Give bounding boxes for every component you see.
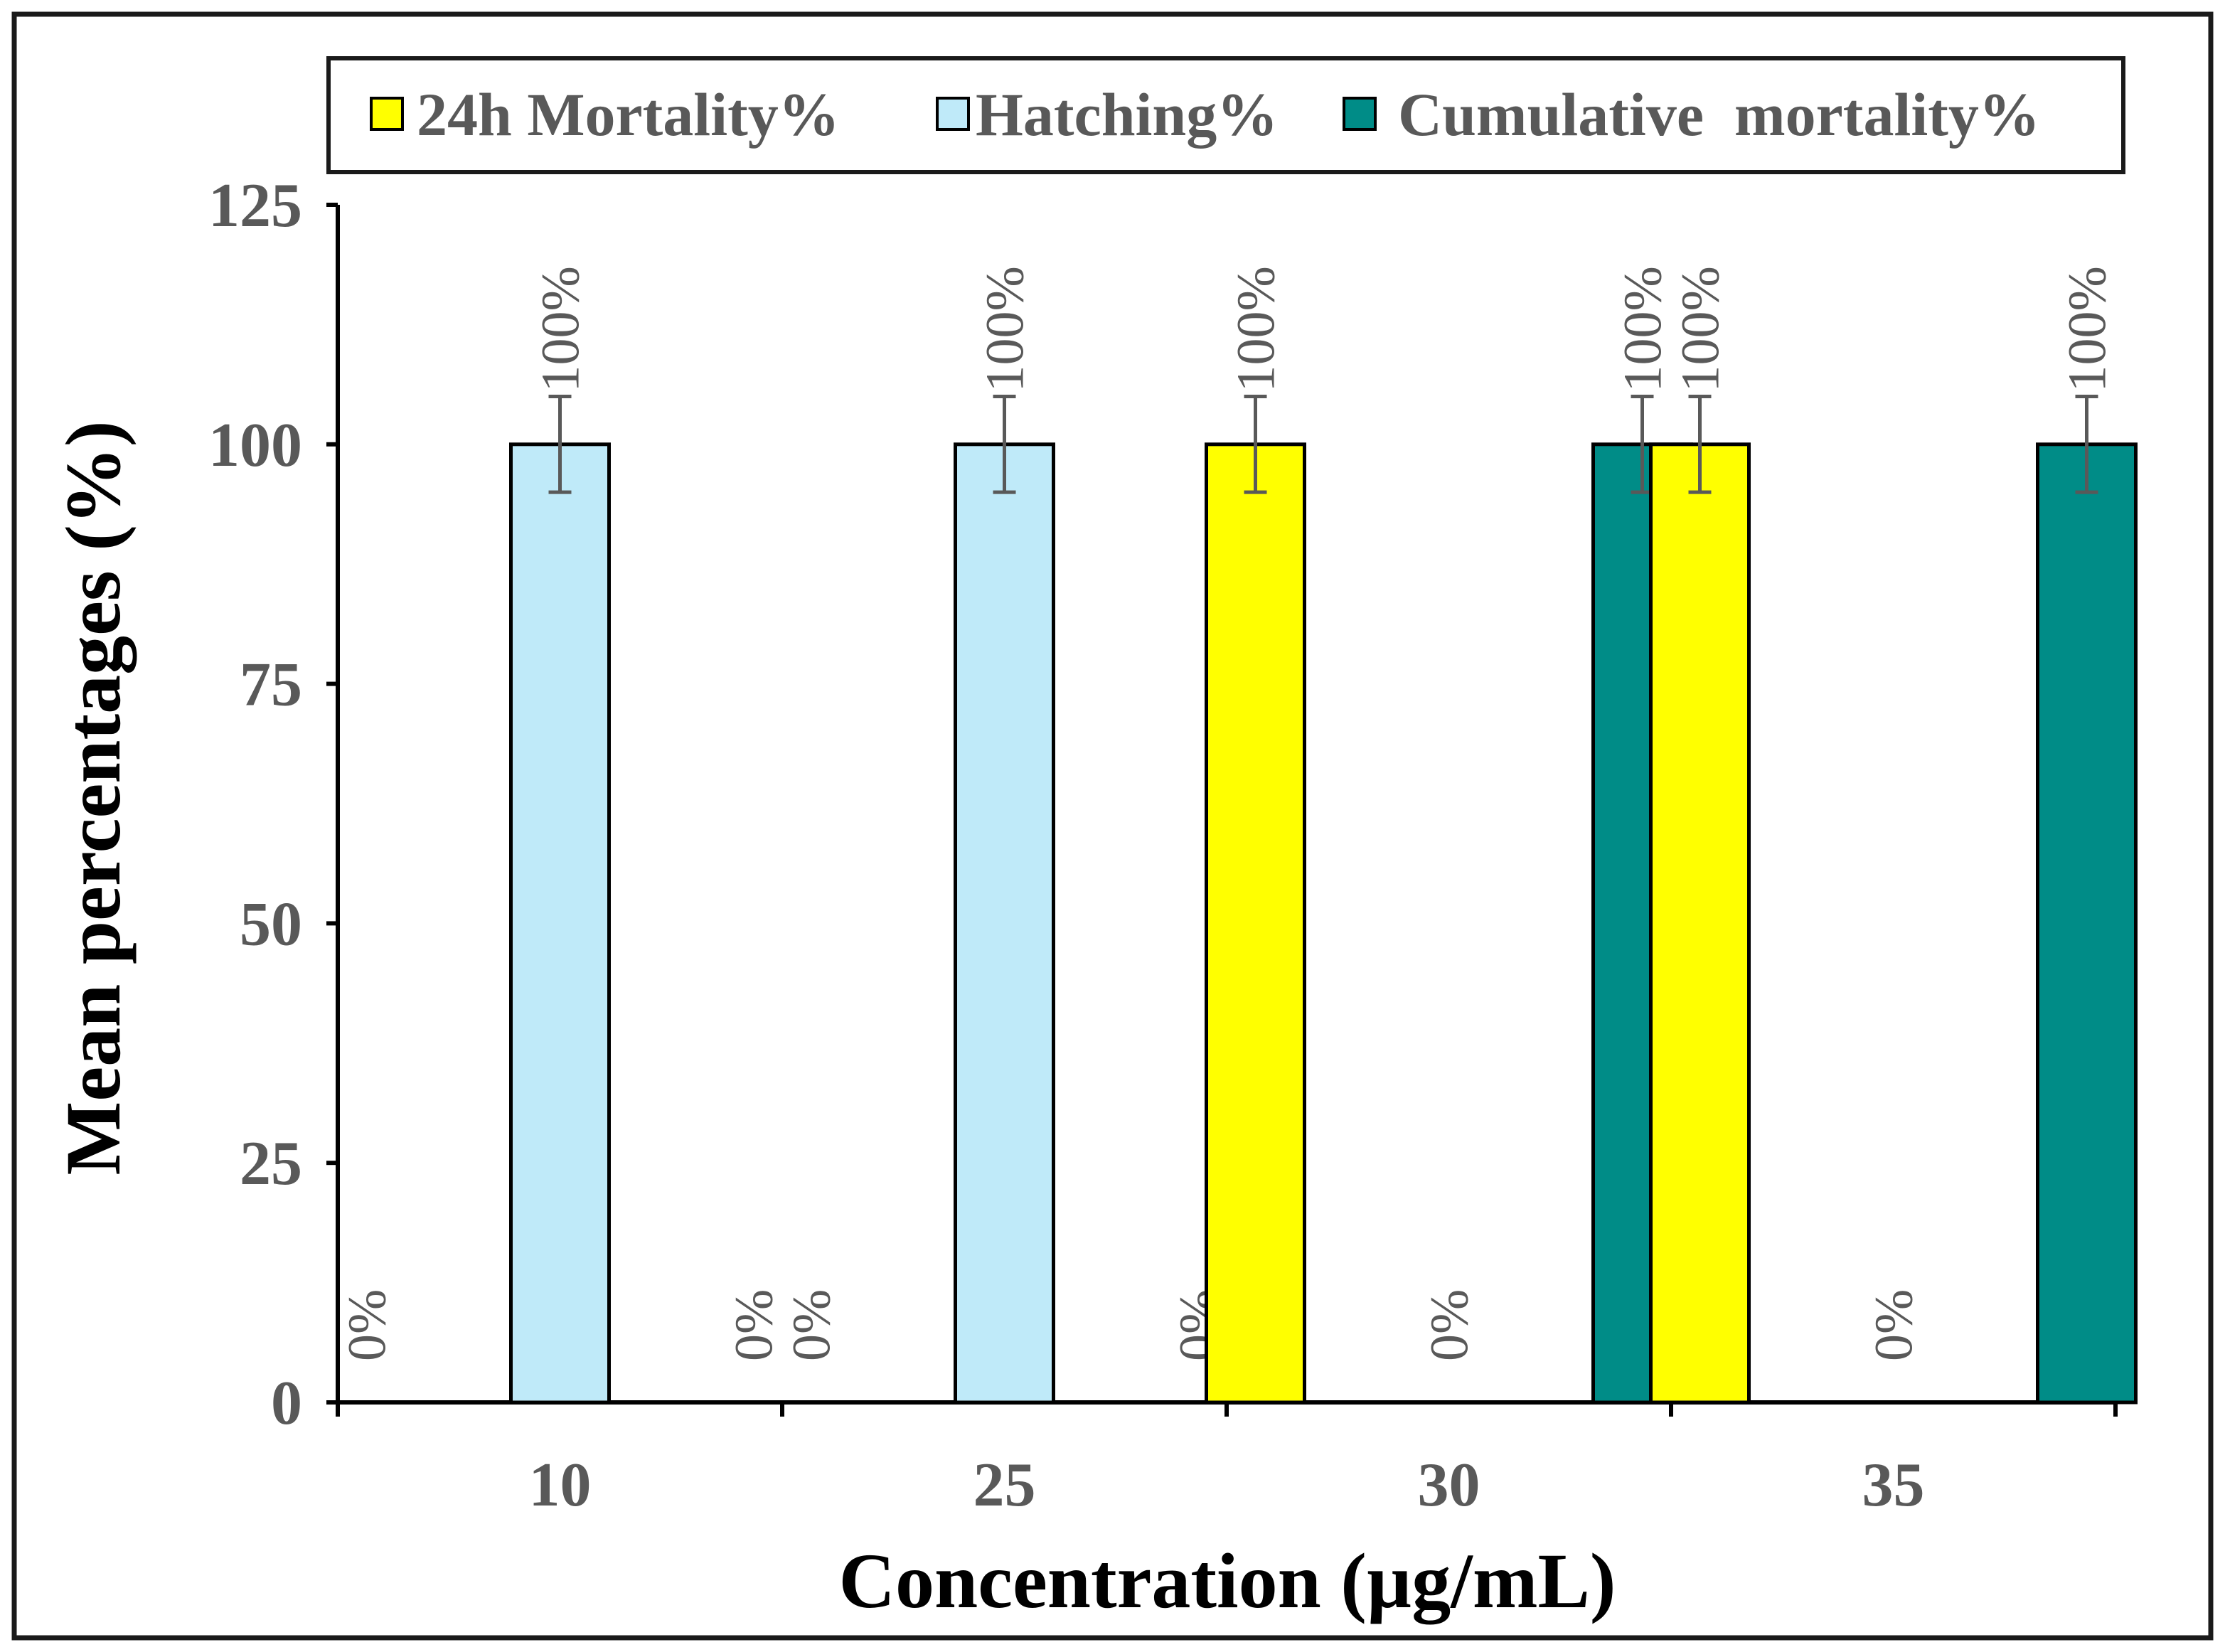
bar xyxy=(954,442,1055,1405)
legend-item-2: Cumulative mortality% xyxy=(1343,80,2040,149)
y-tick-label: 25 xyxy=(240,1129,302,1198)
data-label: 100% xyxy=(976,266,1035,392)
data-label: 100% xyxy=(1227,266,1286,392)
x-tick-label: 10 xyxy=(529,1451,592,1520)
x-axis-title: Concentration (µg/mL) xyxy=(839,1538,1616,1624)
bar xyxy=(2036,442,2138,1405)
y-tick-label: 50 xyxy=(240,890,302,959)
legend-box xyxy=(326,56,2125,174)
legend-label-24h-mortality: 24h Mortality% xyxy=(417,80,840,149)
data-label: 100% xyxy=(531,266,591,392)
data-label: 0% xyxy=(782,1289,842,1361)
y-tick-label: 0 xyxy=(271,1369,302,1438)
data-label: 100% xyxy=(2058,266,2118,392)
legend-label-cumulative-mortality: Cumulative mortality% xyxy=(1398,80,2040,149)
data-label: 100% xyxy=(1613,266,1673,392)
y-tick-label: 125 xyxy=(208,171,302,240)
legend: 24h Mortality% Hatching% Cumulative mort… xyxy=(326,56,2125,174)
data-label: 0% xyxy=(1864,1289,1924,1361)
data-label: 0% xyxy=(725,1289,784,1361)
legend-swatch-24h-mortality xyxy=(370,97,404,131)
x-tick-label: 25 xyxy=(973,1451,1036,1520)
bar xyxy=(1649,442,1751,1405)
y-axis-title: Mean percentages (%) xyxy=(50,420,137,1175)
x-tick-label: 30 xyxy=(1418,1451,1480,1520)
legend-item-0: 24h Mortality% xyxy=(370,80,840,149)
bar xyxy=(1205,442,1306,1405)
legend-label-hatching: Hatching% xyxy=(976,80,1278,149)
data-label: 0% xyxy=(338,1289,397,1361)
legend-item-1: Hatching% xyxy=(936,80,1278,149)
legend-swatch-cumulative-mortality xyxy=(1343,97,1377,131)
bar xyxy=(509,442,611,1405)
x-tick-label: 35 xyxy=(1862,1451,1925,1520)
y-tick-label: 100 xyxy=(208,411,302,480)
legend-swatch-hatching xyxy=(936,97,970,131)
data-label: 0% xyxy=(1420,1289,1480,1361)
y-tick-label: 75 xyxy=(240,651,302,720)
data-label: 100% xyxy=(1671,266,1731,392)
chart-frame xyxy=(11,11,2214,1641)
